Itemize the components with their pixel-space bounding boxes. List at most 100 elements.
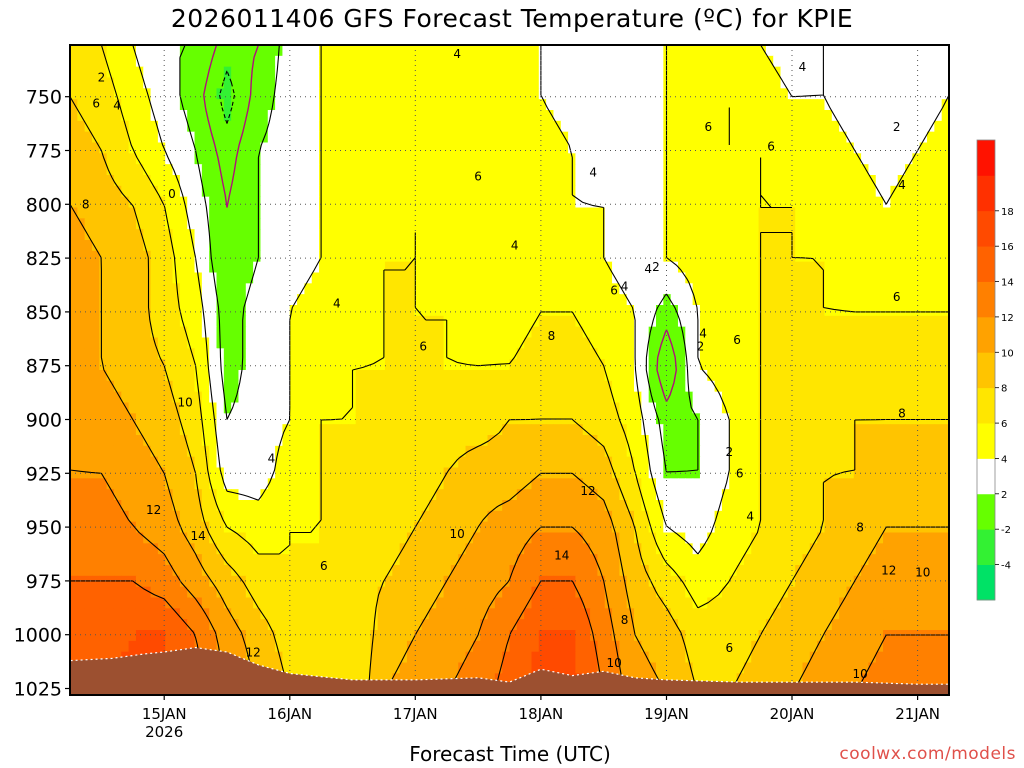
field-cell [304,196,313,209]
field-cell [157,370,166,382]
field-cell [348,359,357,371]
field-cell [751,315,760,328]
field-cell [714,467,723,479]
field-cell [77,489,86,501]
field-cell [465,478,474,490]
field-cell [450,55,459,68]
field-cell [91,110,100,122]
field-cell [560,283,569,295]
field-cell [363,142,371,154]
field-cell [135,478,144,490]
field-cell [758,435,767,447]
field-cell [707,348,716,360]
field-cell [824,131,833,144]
field-cell [927,131,935,144]
field-cell [516,218,525,230]
field-cell [531,240,540,252]
field-cell [370,326,379,339]
field-cell [890,380,899,393]
field-cell [692,402,701,414]
field-cell [319,131,327,144]
field-cell [494,185,503,198]
field-cell [861,131,870,144]
field-cell [641,196,650,209]
field-cell [297,185,305,198]
field-cell [106,88,115,100]
field-cell [223,120,232,133]
field-cell [626,359,635,371]
field-cell [363,283,371,295]
field-cell [311,305,320,317]
field-cell [172,153,181,165]
field-cell [187,142,196,154]
field-cell [619,445,628,458]
field-cell [465,88,474,100]
field-cell [77,261,86,274]
field-cell [223,478,232,490]
field-cell [179,207,188,219]
field-cell [883,370,891,382]
field-cell [231,445,240,458]
field-cell [297,315,305,328]
field-cell [699,305,708,317]
field-cell [223,131,232,144]
field-cell [875,99,884,111]
field-cell [524,185,533,198]
field-cell [458,240,467,252]
field-cell [590,229,598,241]
field-cell [883,283,891,295]
field-cell [604,175,613,187]
field-cell [619,294,628,306]
field-cell [868,88,877,100]
field-cell [465,55,474,68]
field-cell [187,413,196,425]
field-cell [758,370,767,382]
field-cell [787,261,796,274]
field-cell [817,66,826,79]
field-cell [604,142,613,154]
field-cell [77,185,86,198]
field-cell [253,489,262,501]
field-cell [428,424,437,436]
field-cell [560,305,569,317]
field-cell [927,445,935,458]
field-cell [458,305,467,317]
field-cell [839,77,848,89]
field-cell [84,185,93,198]
field-cell [209,326,218,339]
field-cell [113,131,122,144]
field-cell [919,283,928,295]
field-cell [692,337,701,349]
field-cell [428,175,437,187]
field-cell [121,478,130,490]
field-cell [729,218,738,230]
field-cell [392,229,401,241]
field-cell [231,283,240,295]
field-cell [223,164,232,176]
field-cell [113,391,122,404]
field-cell [912,229,921,241]
field-cell [238,380,247,393]
field-cell [245,272,254,284]
field-cell [780,445,789,458]
field-cell [458,294,467,306]
field-cell [392,164,401,176]
field-cell [260,110,269,122]
field-cell [663,218,672,230]
field-cell [846,478,855,490]
field-cell [677,185,686,198]
field-cell [692,175,701,187]
field-cell [157,185,166,198]
field-cell [238,131,247,144]
field-cell [758,131,767,144]
field-cell [619,305,628,317]
field-cell [406,445,415,458]
field-cell [260,185,269,198]
field-cell [201,359,210,371]
field-cell [143,315,152,328]
field-cell [494,435,503,447]
field-cell [919,370,928,382]
field-cell [721,99,730,111]
field-cell [282,240,291,252]
field-cell [143,196,152,209]
